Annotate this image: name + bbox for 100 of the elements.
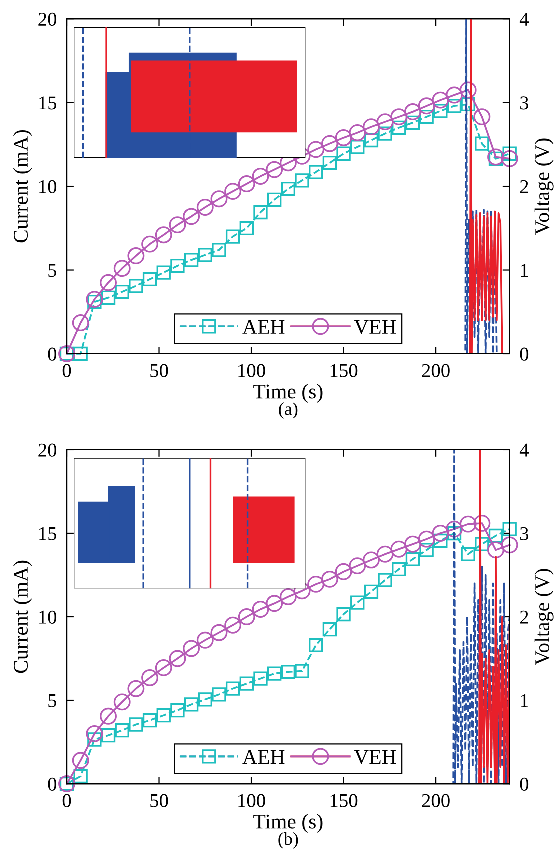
point — [447, 99, 462, 114]
point — [474, 514, 491, 532]
point — [198, 692, 212, 707]
y-tick-label: 10 — [40, 180, 57, 194]
point — [308, 576, 325, 593]
y2-tick-label: 1 — [521, 694, 528, 708]
point — [88, 732, 102, 747]
point — [321, 570, 338, 588]
point — [212, 243, 226, 258]
text: (a) — [279, 402, 298, 419]
point — [183, 208, 200, 226]
point — [322, 156, 338, 170]
point — [240, 221, 254, 236]
y2-tick-label: 2 — [520, 610, 528, 624]
point — [420, 110, 434, 124]
point — [364, 584, 379, 600]
point — [280, 588, 297, 606]
point — [392, 120, 406, 136]
point — [196, 632, 214, 649]
y-axis-title: Current (mA) — [13, 560, 32, 674]
point — [475, 136, 490, 151]
y-tick-label: 15 — [40, 96, 57, 110]
point — [392, 562, 406, 576]
point — [364, 133, 379, 148]
point — [488, 152, 504, 166]
point — [502, 522, 517, 536]
y2-tick-label: 3 — [520, 96, 529, 110]
point — [349, 124, 366, 142]
point — [142, 669, 159, 686]
point — [86, 291, 104, 308]
point — [488, 542, 504, 559]
y2-tick-label: 0 — [520, 778, 529, 791]
y2-tick-label: 4 — [520, 13, 529, 26]
point — [350, 140, 365, 154]
point — [378, 126, 392, 141]
point — [212, 688, 226, 702]
point — [86, 725, 104, 742]
point — [295, 664, 310, 678]
y2-axis-title: Voltage (V) — [534, 569, 554, 666]
point — [254, 205, 268, 220]
point — [420, 543, 434, 558]
x-tick-label: 0 — [62, 794, 72, 808]
x-tick-label: 200 — [422, 794, 450, 808]
point — [281, 182, 296, 196]
point — [390, 108, 408, 126]
point — [446, 86, 463, 104]
y-tick-label: 20 — [38, 12, 57, 26]
point — [183, 640, 200, 658]
point — [142, 272, 158, 287]
legend-label: VEH — [354, 750, 396, 764]
point — [460, 516, 477, 533]
x-tick-label: 150 — [330, 794, 358, 808]
x-tick-label: 50 — [150, 364, 168, 378]
point — [101, 290, 116, 305]
point — [418, 530, 436, 548]
point — [321, 135, 338, 152]
point — [295, 174, 310, 188]
point — [88, 295, 102, 310]
point — [252, 601, 270, 618]
point — [404, 536, 422, 553]
point — [488, 148, 504, 166]
point — [378, 573, 392, 588]
point — [474, 108, 491, 126]
y2-tick-label: 1 — [521, 264, 528, 278]
point — [72, 314, 90, 332]
point — [210, 190, 228, 208]
x-tick-label: 100 — [238, 364, 266, 378]
y2-tick-label: 0 — [520, 348, 529, 361]
point — [155, 226, 172, 244]
point — [406, 116, 420, 130]
point — [100, 708, 117, 725]
point — [434, 534, 448, 548]
point — [128, 680, 145, 698]
point — [252, 168, 270, 185]
x-tick-label: 100 — [238, 794, 266, 808]
point — [142, 236, 159, 253]
point — [447, 526, 462, 541]
point — [238, 176, 256, 192]
point — [349, 558, 366, 575]
x-axis-title: Time (s) — [254, 384, 323, 404]
point — [226, 682, 240, 696]
point — [335, 563, 352, 580]
point — [196, 198, 214, 216]
point — [309, 165, 324, 180]
x-axis-title: Time (s) — [254, 814, 323, 834]
point — [184, 698, 199, 712]
point — [336, 607, 351, 622]
point — [376, 114, 394, 131]
point — [460, 82, 477, 99]
point — [115, 723, 130, 738]
point — [156, 708, 171, 723]
point — [501, 536, 518, 554]
point — [100, 274, 117, 292]
y-tick-label: 0 — [48, 778, 57, 791]
point — [502, 146, 517, 161]
point — [142, 713, 158, 728]
x-tick-label: 200 — [422, 364, 450, 378]
point — [115, 284, 130, 300]
point — [501, 150, 518, 168]
point — [224, 183, 242, 200]
